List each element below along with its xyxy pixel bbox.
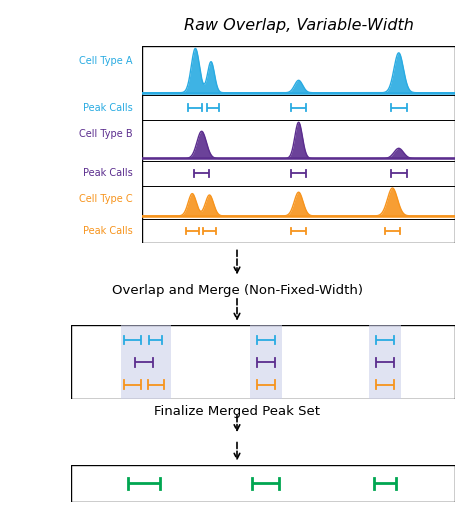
Text: Finalize Merged Peak Set: Finalize Merged Peak Set	[154, 404, 320, 418]
Text: Overlap and Merge (Non-Fixed-Width): Overlap and Merge (Non-Fixed-Width)	[111, 284, 363, 297]
Text: Peak Calls: Peak Calls	[83, 168, 133, 178]
Text: Cell Type B: Cell Type B	[79, 129, 133, 139]
Text: Peak Calls: Peak Calls	[83, 226, 133, 236]
Text: Raw Overlap, Variable-Width: Raw Overlap, Variable-Width	[184, 18, 413, 33]
Text: Cell Type A: Cell Type A	[79, 56, 133, 66]
Bar	[369, 325, 401, 399]
Bar	[250, 325, 283, 399]
Text: Peak Calls: Peak Calls	[83, 103, 133, 113]
Text: Cell Type C: Cell Type C	[79, 194, 133, 204]
Bar	[121, 325, 171, 399]
